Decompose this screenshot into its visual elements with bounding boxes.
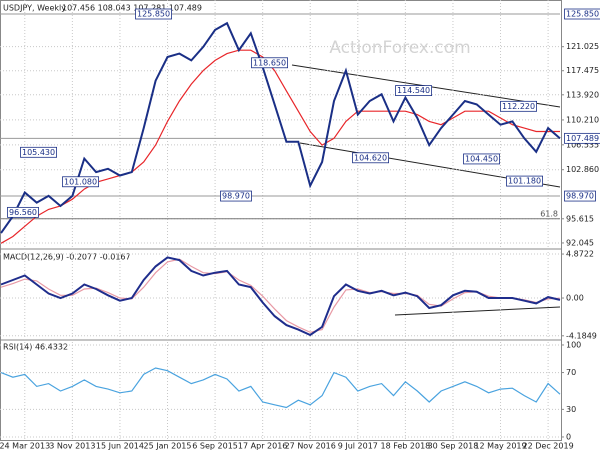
watermark: ActionForex.com [329,38,470,58]
macd-support [394,306,561,316]
series-line [0,367,561,409]
x-tick-label: 24 Mar 2013 [0,442,50,450]
level-box-bg [135,8,172,20]
level-box-bg [506,175,543,187]
level-box-bg [564,132,600,144]
level-box-bg [251,57,288,69]
level-box-bg [220,190,252,202]
x-tick-label: 15 Jun 2014 [96,442,144,450]
x-tick-label: 9 Jul 2017 [338,442,378,450]
level-box-bg [7,206,39,218]
y-tick-label: 110.210 [566,115,599,124]
y-tick-label: -4.1849 [566,331,597,340]
y-tick-label: 100 [566,340,581,349]
level-label: 104.450 [465,154,498,163]
level-label: 114.540 [397,86,430,95]
y-tick-label: 113.920 [566,90,599,99]
y-tick-label: 102.860 [566,165,599,174]
level-label: 118.650 [253,58,286,67]
frame [0,0,562,441]
fib-label: 61.8 [540,209,558,218]
level-box: 114.540 [395,85,432,97]
y-tick-label: 121.025 [566,42,599,51]
y-tick-label: 30 [566,405,576,414]
level-box: 118.650 [251,57,288,69]
level-box: 98.970 [220,190,252,202]
level-label: 98.970 [222,192,250,201]
level-box: 101.080 [62,176,99,188]
x-tick-label: 22 Dec 2019 [523,442,574,450]
x-tick-label: 30 Sep 2018 [428,442,479,450]
level-label: 101.180 [508,177,541,186]
rsi-title: RSI(14) 46.4332 [3,343,68,352]
level-label: 112.220 [502,102,535,111]
level-label: 105.430 [22,148,55,157]
level-box: 105.430 [20,146,57,158]
ohlc-subtitle: 107.456 108.043 107.281 107.489 [62,4,202,13]
x-tick-label: 18 Feb 2018 [380,442,430,450]
macd-title: MACD(12,26,9) -0.2077 -0.0167 [3,253,131,262]
level-box-bg [352,152,389,164]
level-box-bg [564,8,600,20]
level-box-bg [564,190,596,202]
x-tick-label: 6 Sep 2015 [192,442,238,450]
level-label: 98.970 [566,192,594,201]
x-tick-label: 17 Apr 2016 [238,442,287,450]
series-line [0,49,560,244]
level-box: 104.620 [352,152,389,164]
y-tick-label: 106.535 [566,140,599,149]
level-box-bg [463,153,500,165]
y-tick-label: 95.615 [566,214,594,223]
y-tick-label: 0.00 [566,294,584,303]
y-tick-label: 4.8722 [566,250,594,259]
level-label: 101.080 [64,177,97,186]
y-tick-label: 117.475 [566,66,599,75]
series-line [0,256,561,337]
level-box: 125.850 [564,8,600,20]
level-box: 98.970 [564,190,596,202]
chart-title: USDJPY, Weekly [3,4,66,13]
level-label: 107.489 [566,134,599,143]
x-tick-label: 3 Nov 2013 [49,442,95,450]
level-label: 96.560 [9,208,37,217]
level-label: 125.850 [566,10,599,19]
y-tick-label: 92.045 [566,238,594,247]
level-box: 107.489 [564,132,600,144]
level-box: 104.450 [463,153,500,165]
level-label: 125.850 [137,10,170,19]
level-box: 101.180 [506,175,543,187]
level-label: 104.620 [354,153,387,162]
level-box-bg [395,85,432,97]
y-tick-label: 0 [566,432,571,441]
x-tick-label: 27 Nov 2016 [285,442,336,450]
x-tick-label: 12 May 2019 [474,442,526,450]
level-box-bg [500,100,537,112]
level-box-bg [20,146,57,158]
level-box: 112.220 [500,100,537,112]
series-line [0,21,561,234]
y-tick-label: 70 [566,368,576,377]
x-tick-label: 25 Jan 2015 [144,442,192,450]
level-box-bg [62,176,99,188]
level-box: 96.560 [7,206,39,218]
level-box: 125.850 [135,8,172,20]
